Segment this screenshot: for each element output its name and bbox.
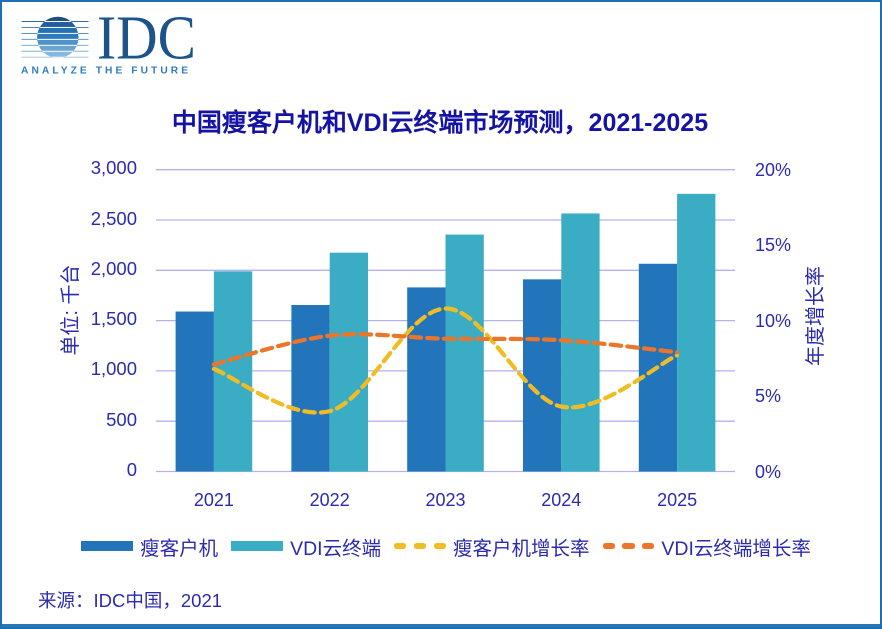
bar-瘦客户机-2024 <box>523 279 562 472</box>
bar-瘦客户机-2021 <box>175 311 214 472</box>
bar-VDI云终端-2022 <box>329 252 368 472</box>
idc-tagline: ANALYZE THE FUTURE <box>21 66 188 77</box>
x-axis-tick-label: 2024 <box>541 490 582 510</box>
chart-legend: 瘦客户机 VDI云终端 瘦客户机增长率 VDI云终端增长率 <box>14 532 878 561</box>
x-axis-tick-label: 2025 <box>657 490 698 510</box>
bar-瘦客户机-2022 <box>291 305 330 472</box>
legend-label: VDI云终端 <box>290 537 382 560</box>
vdi-growth-swatch <box>602 543 655 549</box>
y-axis-tick-label: 3,000 <box>90 157 137 179</box>
y-axis-tick-label: 2,500 <box>90 207 137 229</box>
bar-瘦客户机-2023 <box>407 287 446 472</box>
source-note: 来源：IDC中国，2021 <box>38 590 223 611</box>
x-axis-tick-label: 2022 <box>309 490 350 510</box>
legend-label: VDI云终端增长率 <box>661 537 811 560</box>
legend-label: 瘦客户机增长率 <box>453 537 590 560</box>
thin-client-growth-swatch <box>394 543 446 549</box>
chart-title: 中国瘦客户机和VDI云终端市场预测，2021-2025 <box>171 109 709 137</box>
x-axis-tick-label: 2021 <box>193 490 234 510</box>
legend-label: 瘦客户机 <box>140 537 219 560</box>
idc-globe-icon <box>21 16 89 59</box>
right-axis-tick-label: 20% <box>755 159 792 180</box>
legend-item-vdi-growth: VDI云终端增长率 <box>602 532 811 561</box>
legend-item-thin-client-growth: 瘦客户机增长率 <box>394 532 590 561</box>
y-axis-tick-label: 0 <box>126 459 137 480</box>
growth-line-瘦客户机增长率 <box>211 306 680 415</box>
y-axis-tick-label: 500 <box>106 408 137 430</box>
legend-item-thin-client: 瘦客户机 <box>81 532 218 561</box>
idc-logo: IDC ANALYZE THE FUTURE <box>21 5 196 77</box>
y-axis-tick-label: 2,000 <box>90 257 137 279</box>
growth-line-VDI云终端增长率 <box>211 332 680 367</box>
bar-VDI云终端-2023 <box>445 234 484 472</box>
left-axis-title: 单位: 千台 <box>60 264 82 356</box>
right-axis-title: 年度增长率 <box>805 266 827 366</box>
thin-client-swatch <box>81 541 134 551</box>
legend-item-vdi: VDI云终端 <box>231 532 381 561</box>
right-axis-tick-label: 10% <box>755 310 792 331</box>
right-axis-tick-label: 5% <box>755 386 782 407</box>
y-axis-tick-label: 1,000 <box>90 358 137 380</box>
bar-VDI云终端-2025 <box>677 193 716 472</box>
right-axis-tick-label: 15% <box>755 235 792 256</box>
idc-brand-text: IDC <box>97 5 196 73</box>
vdi-swatch <box>231 541 284 551</box>
right-axis-tick-label: 0% <box>755 461 782 482</box>
y-axis-tick-label: 1,500 <box>90 308 137 330</box>
x-axis-tick-label: 2023 <box>425 490 466 510</box>
